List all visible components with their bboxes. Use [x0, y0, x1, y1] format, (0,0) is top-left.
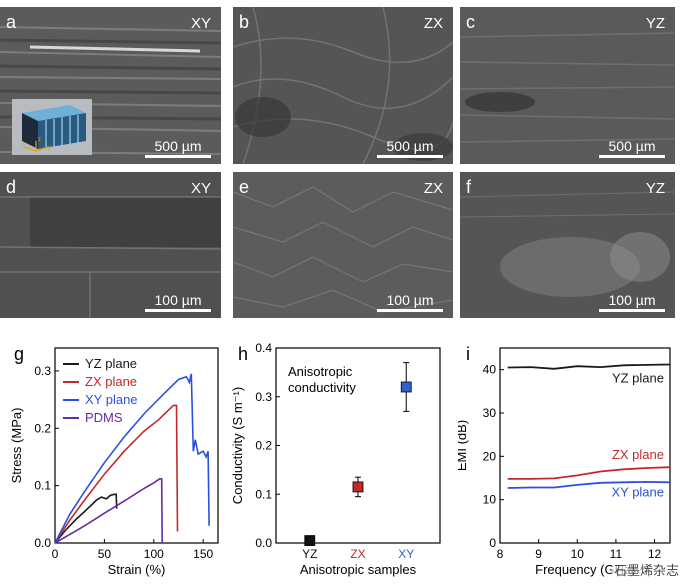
scale-text: 500 µm	[154, 138, 202, 154]
plane-label: ZX	[423, 180, 443, 197]
chart-title-line1: Anisotropic	[288, 364, 353, 379]
sem-panel-c: c YZ 500 µm	[460, 7, 675, 164]
x-tick-label: ZX	[350, 547, 365, 561]
x-tick-label: 0	[52, 547, 59, 561]
panel-label: d	[6, 177, 17, 197]
y-tick-label: 20	[483, 449, 497, 463]
data-point-xy	[400, 381, 412, 393]
chart-title-line2: conductivity	[288, 380, 356, 395]
plane-label: ZX	[423, 15, 443, 32]
plane-label: YZ	[645, 180, 665, 197]
scale-bar: 100 µm	[145, 292, 211, 312]
sem-texture	[460, 7, 675, 164]
y-tick-label: 10	[483, 493, 497, 507]
x-tick-label: 100	[144, 547, 164, 561]
inset-axis-y: y	[48, 145, 51, 151]
inset-axis-z: z	[38, 137, 41, 143]
plane-label: XY	[190, 15, 211, 32]
conductivity-chart: 0.0 0.1 0.2 0.3 0.4 Anisotropic samples Conduc…	[230, 341, 441, 577]
y-tick-label: 0.2	[255, 439, 272, 453]
scale-bar: 100 µm	[599, 292, 665, 312]
y-tick-label: 0.0	[255, 536, 272, 550]
inset-axis-x: x	[22, 142, 25, 148]
sem-panel-b: b ZX 500 µm	[233, 7, 453, 164]
y-tick-label: 40	[483, 363, 497, 377]
legend-item: YZ plane	[85, 356, 137, 371]
legend-item: PDMS	[85, 410, 123, 425]
plot-frame	[54, 347, 219, 544]
sem-panel-a: x y z a XY 500 µm	[0, 7, 221, 164]
watermark: 石墨烯杂志	[611, 560, 681, 579]
x-axis-label: Anisotropic samples	[300, 562, 417, 577]
y-tick-label: 0.0	[34, 536, 51, 550]
scale-text: 100 µm	[608, 292, 656, 308]
sem-panel-f: f YZ 100 µm	[460, 172, 675, 318]
series-line-pdms	[54, 478, 163, 544]
sem-texture	[233, 7, 453, 164]
panel-label: f	[466, 177, 472, 197]
scale-text: 500 µm	[386, 138, 434, 154]
panel-label: c	[466, 12, 475, 32]
series-label: XY plane	[611, 484, 664, 499]
sem-texture	[460, 172, 675, 318]
sem-panel-d: d XY 100 µm	[0, 172, 221, 318]
plane-label: YZ	[645, 15, 665, 32]
scale-text: 500 µm	[608, 138, 656, 154]
y-tick-label: 0	[489, 536, 496, 550]
y-tick-label: 0.3	[255, 390, 272, 404]
x-tick-label: 50	[98, 547, 112, 561]
scale-text: 100 µm	[154, 292, 202, 308]
scale-bar: 100 µm	[377, 292, 443, 312]
plot-frame	[499, 347, 671, 544]
x-tick-label: 10	[571, 547, 585, 561]
emi-chart: 0 10 20 30 40 8 9 10 11 12 Frequency (GHz) EMI (dB)…	[458, 347, 671, 577]
y-tick-label: 0.4	[255, 341, 272, 355]
sem-texture	[233, 172, 453, 318]
y-axis-label: EMI (dB)	[458, 420, 469, 471]
y-tick-label: 30	[483, 406, 497, 420]
series-line-zx-plane	[54, 404, 179, 544]
y-axis-label: Conductivity (S m⁻¹)	[230, 387, 245, 504]
plane-label: XY	[190, 180, 211, 197]
x-tick-label: 150	[193, 547, 213, 561]
x-axis-label: Frequency (GHz)	[535, 562, 635, 577]
y-axis-label: Stress (MPa)	[9, 408, 24, 484]
x-tick-label: 8	[497, 547, 504, 561]
panel-label: b	[239, 12, 250, 32]
series-label: YZ plane	[612, 370, 664, 385]
x-axis-label: Strain (%)	[108, 562, 166, 577]
legend-item: ZX plane	[85, 374, 137, 389]
panel-label: e	[239, 177, 250, 197]
data-point-zx	[352, 481, 364, 493]
x-tick-label: YZ	[302, 547, 317, 561]
stress-strain-chart: 0.0 0.1 0.2 0.3 0 50 100 150 Strain (%) Stress (M…	[9, 347, 219, 577]
series-line-zx-plane	[507, 466, 671, 480]
sample-cube-illustration: x y z	[12, 99, 92, 155]
y-tick-label: 0.3	[34, 364, 51, 378]
scale-bar: 500 µm	[377, 138, 443, 158]
legend-item: XY plane	[85, 392, 138, 407]
x-tick-label: 11	[610, 547, 623, 561]
sem-panel-e: e ZX 100 µm	[233, 172, 453, 318]
panel-label: a	[6, 12, 17, 32]
series-line-yz-plane	[54, 493, 118, 544]
y-tick-label: 0.1	[34, 479, 51, 493]
series-line-xy-plane	[54, 373, 210, 544]
data-point-yz	[304, 535, 316, 546]
sem-texture	[0, 172, 221, 318]
scale-bar: 500 µm	[145, 138, 211, 158]
y-tick-label: 0.2	[34, 421, 51, 435]
series-label: ZX plane	[612, 447, 664, 462]
series-line-yz-plane	[507, 363, 671, 370]
series-line-xy-plane	[507, 480, 671, 489]
scale-bar: 500 µm	[599, 138, 665, 158]
scale-text: 100 µm	[386, 292, 434, 308]
x-tick-label: XY	[398, 547, 414, 561]
x-tick-label: 9	[535, 547, 542, 561]
x-tick-label: 12	[648, 547, 662, 561]
y-tick-label: 0.1	[255, 487, 272, 501]
